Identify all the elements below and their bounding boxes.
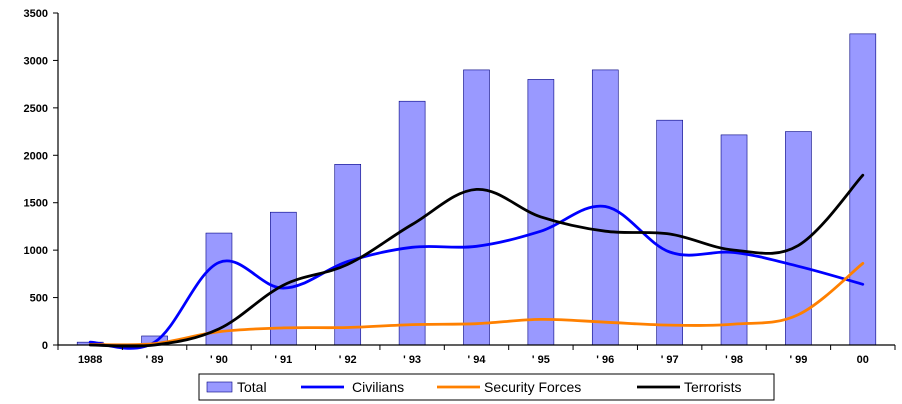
legend-label-total: Total	[237, 379, 267, 395]
x-tick-label: ' 89	[146, 354, 164, 366]
bar-total-10	[720, 134, 748, 346]
bar-total-12	[849, 33, 877, 346]
x-tick-label: ' 97	[661, 354, 679, 366]
x-tick-label: ' 93	[403, 354, 421, 366]
legend: Total Civilians Security Forces Terrorists	[198, 373, 775, 401]
legend-label-civilians: Civilians	[352, 379, 404, 395]
y-tick-label: 3000	[24, 55, 48, 67]
x-tick-label: ' 90	[210, 354, 228, 366]
line-civilians	[88, 204, 865, 350]
x-tick-label: ' 96	[596, 354, 614, 366]
axes-layer: 0 500 1000 1500 2000 2500 3000 3500 1988 ' 89 ' 90…	[24, 8, 896, 366]
x-tick-label: 00	[857, 354, 869, 366]
legend-label-terrorists: Terrorists	[684, 379, 742, 395]
y-tick-label: 3500	[24, 8, 48, 20]
bar-total-6	[463, 69, 490, 346]
y-tick-label: 0	[42, 340, 48, 352]
x-tick-label: ' 94	[468, 354, 487, 366]
line-security-forces	[88, 262, 865, 347]
y-tick-label: 1500	[24, 198, 48, 210]
y-tick-label: 1000	[24, 245, 48, 257]
y-tick-label: 2500	[24, 103, 48, 115]
line-terrorists	[88, 173, 865, 348]
bar-total-2	[205, 232, 233, 346]
x-tick-label: ' 95	[532, 354, 550, 366]
legend-label-security-forces: Security Forces	[484, 379, 581, 395]
x-tick-label: ' 98	[725, 354, 743, 366]
bar-total-3	[270, 211, 297, 346]
x-tick-label: 1988	[78, 354, 102, 366]
legend-swatch-total	[206, 381, 233, 393]
y-tick-label: 500	[30, 293, 48, 305]
y-tick-label: 2000	[24, 150, 48, 162]
bar-total-4	[334, 163, 362, 346]
lines-layer	[88, 173, 865, 350]
x-tick-label: ' 91	[274, 354, 292, 366]
x-tick-label: ' 92	[339, 354, 357, 366]
x-tick-label: ' 99	[789, 354, 807, 366]
